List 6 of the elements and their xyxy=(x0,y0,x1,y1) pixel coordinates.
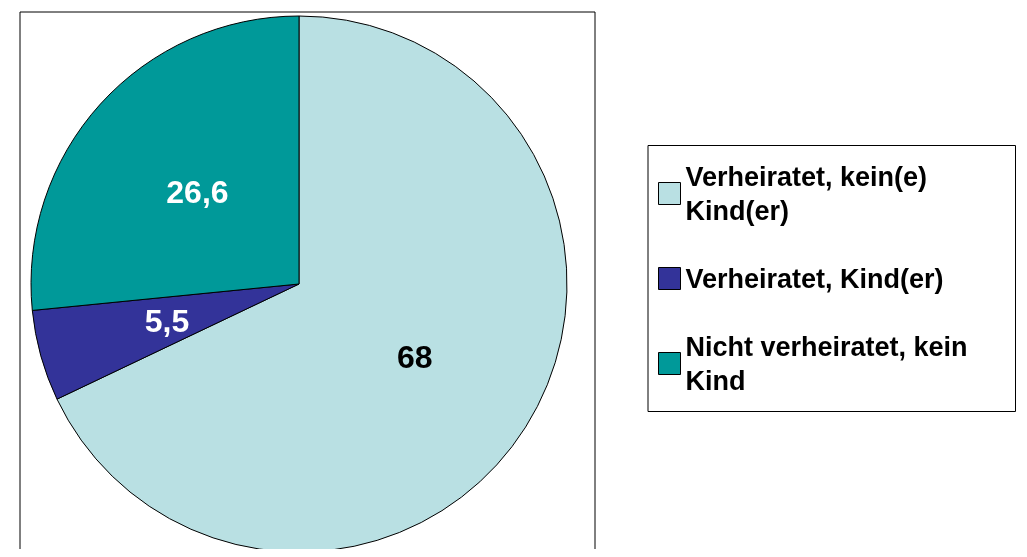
legend-label: Verheiratet, Kind(er) xyxy=(685,263,944,294)
data-label: 68 xyxy=(397,339,433,376)
data-label: 5,5 xyxy=(144,302,190,339)
legend-label: Nicht verheiratet, kein Kind xyxy=(685,331,976,396)
legend-label: Verheiratet, kein(e) Kind(er) xyxy=(685,161,935,226)
data-label: 26,6 xyxy=(166,174,229,211)
